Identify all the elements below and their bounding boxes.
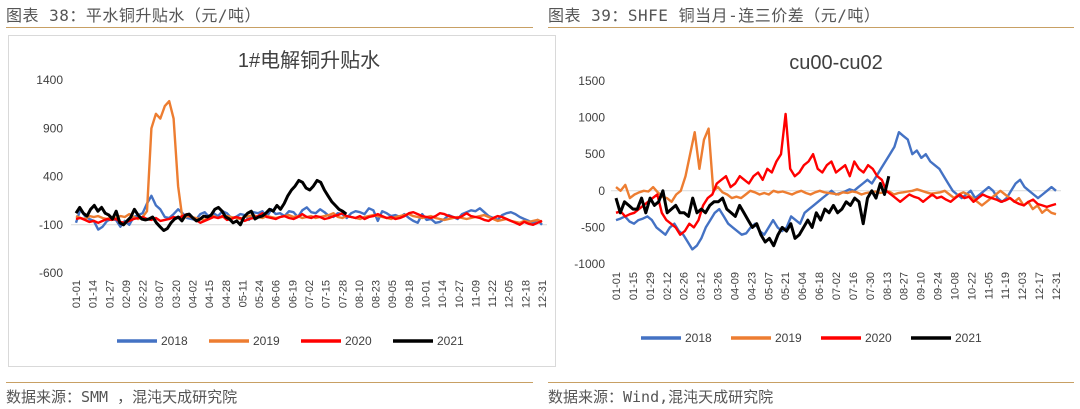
right-y-tick-label: 1500 — [578, 74, 605, 88]
right-y-tick-label: 0 — [598, 184, 605, 198]
left-legend-label-2020: 2020 — [345, 334, 372, 348]
right-x-tick-label: 11-05 — [983, 272, 995, 299]
left-source-note: 数据来源：SMM ，混沌天成研究院 — [6, 388, 238, 406]
left-x-tick-label: 01-01 — [71, 280, 83, 308]
left-x-tick-label: 07-28 — [337, 280, 349, 308]
left-x-tick-label: 03-20 — [171, 280, 183, 308]
left-x-tick-label: 04-15 — [204, 280, 216, 308]
left-x-tick-label: 04-02 — [188, 280, 200, 308]
right-series-2019-line — [615, 127, 1057, 216]
right-x-tick-label: 02-26 — [679, 272, 691, 300]
right-x-tick-label: 11-19 — [1000, 272, 1012, 299]
right-chart-title: cu00-cu02 — [789, 52, 882, 74]
right-x-tick-label: 02-12 — [662, 272, 674, 300]
left-x-tick-label: 07-15 — [321, 280, 333, 308]
right-legend-label-2018: 2018 — [685, 331, 712, 345]
left-chart-panel: 1#电解铜升贴水 -600 -100 400 900 1400 01-01 01-14 01-2… — [8, 35, 556, 367]
left-series-2021-line — [74, 178, 348, 232]
left-x-tick-label: 12-18 — [520, 280, 532, 308]
left-x-tick-label: 06-06 — [271, 280, 283, 308]
left-x-tick-label: 09-18 — [404, 280, 416, 308]
right-x-tick-label: 01-29 — [645, 272, 657, 300]
left-chart: 1#电解铜升贴水 -600 -100 400 900 1400 01-01 01-14 01-2… — [36, 49, 549, 348]
left-y-tick-label: -600 — [39, 266, 63, 280]
right-series-2021-line — [614, 175, 891, 248]
left-x-tick-label: 11-22 — [487, 280, 499, 307]
right-x-tick-label: 03-12 — [696, 272, 708, 300]
left-x-tick-label: 02-22 — [138, 280, 150, 308]
right-x-tick-label: 10-22 — [966, 272, 978, 300]
left-x-tick-label: 07-02 — [304, 280, 316, 308]
left-legend-label-2019: 2019 — [253, 334, 280, 348]
right-y-tick-label: 500 — [585, 147, 605, 161]
left-x-tick-label: 05-24 — [254, 280, 266, 308]
right-x-tick-label: 05-07 — [763, 272, 775, 300]
left-series-2018-line — [74, 194, 543, 231]
right-chart-panel: cu00-cu02 -1000 -500 0 500 1000 1500 01-01 01-15… — [558, 35, 1072, 367]
right-x-tick-label: 12-17 — [1034, 272, 1046, 300]
right-x-tick-label: 06-18 — [814, 272, 826, 300]
right-x-tick-label: 07-02 — [831, 272, 843, 300]
left-x-tick-label: 12-05 — [504, 280, 516, 308]
left-x-tick-label: 01-14 — [88, 280, 100, 308]
left-y-tick-label: -100 — [39, 218, 63, 232]
right-x-tick-label: 09-24 — [933, 272, 945, 300]
right-x-tick-label: 08-27 — [899, 272, 911, 300]
right-x-tick-label: 09-10 — [916, 272, 928, 300]
right-figure-heading: 图表 39：SHFE 铜当月-连三价差（元/吨） — [548, 6, 881, 25]
left-x-tick-label: 02-09 — [121, 280, 133, 308]
left-x-tick-label: 08-10 — [354, 280, 366, 308]
right-x-tick-label: 04-09 — [729, 272, 741, 300]
right-x-tick-label: 07-30 — [865, 272, 877, 300]
left-x-tick-label: 12-31 — [537, 280, 549, 308]
left-legend-label-2021: 2021 — [437, 334, 464, 348]
left-x-tick-label: 10-01 — [421, 280, 433, 308]
right-source-note: 数据来源：Wind,混沌天成研究院 — [548, 388, 774, 406]
left-footer-rule — [6, 382, 533, 383]
right-heading-rule — [548, 27, 1074, 28]
right-x-tick-label: 06-04 — [797, 272, 809, 300]
left-x-tick-label: 10-14 — [437, 280, 449, 308]
right-x-tick-label: 07-16 — [848, 272, 860, 300]
right-y-tick-label: -1000 — [574, 257, 605, 271]
right-x-tick-label: 01-01 — [611, 272, 623, 300]
left-legend-label-2018: 2018 — [161, 334, 188, 348]
left-x-tick-label: 06-19 — [287, 280, 299, 308]
right-legend-label-2020: 2020 — [865, 331, 892, 345]
left-x-tick-label: 10-27 — [454, 280, 466, 308]
right-legend-label-2021: 2021 — [955, 331, 982, 345]
right-x-tick-label: 05-21 — [780, 272, 792, 300]
right-x-tick-label: 03-26 — [713, 272, 725, 300]
left-x-tick-label: 05-11 — [237, 280, 249, 307]
left-x-tick-label: 09-05 — [387, 280, 399, 308]
right-x-tick-label: 04-23 — [746, 272, 758, 300]
right-y-tick-label: 1000 — [578, 111, 605, 125]
right-legend-label-2019: 2019 — [775, 331, 802, 345]
left-x-tick-label: 03-07 — [154, 280, 166, 308]
right-x-tick-label: 01-15 — [628, 272, 640, 300]
left-y-tick-label: 900 — [43, 121, 63, 135]
left-heading-rule — [6, 27, 533, 28]
left-x-tick-label: 04-28 — [221, 280, 233, 308]
right-x-tick-label: 10-08 — [949, 272, 961, 300]
right-y-tick-label: -500 — [581, 220, 605, 234]
left-x-tick-label: 08-23 — [371, 280, 383, 308]
left-x-tick-label: 11-09 — [470, 280, 482, 307]
right-x-tick-label: 12-31 — [1051, 272, 1063, 300]
right-x-tick-label: 08-13 — [882, 272, 894, 300]
right-series-2020-line — [615, 112, 1057, 236]
right-chart: cu00-cu02 -1000 -500 0 500 1000 1500 01-01 01-15… — [574, 52, 1063, 345]
right-x-tick-label: 12-03 — [1017, 272, 1029, 300]
left-figure-heading: 图表 38：平水铜升贴水（元/吨） — [6, 6, 262, 25]
left-y-tick-label: 1400 — [36, 73, 63, 87]
left-x-tick-label: 01-27 — [104, 280, 116, 308]
left-y-tick-label: 400 — [43, 170, 63, 184]
right-footer-rule — [548, 382, 1074, 383]
left-chart-title: 1#电解铜升贴水 — [238, 49, 380, 72]
